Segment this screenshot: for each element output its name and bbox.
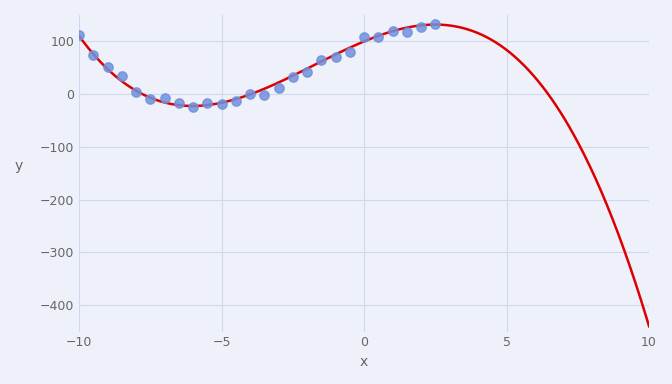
Point: [416, 24, 427, 30]
Point: [345, 49, 355, 55]
Point: [401, 29, 412, 35]
Point: [173, 100, 184, 106]
Point: [88, 51, 99, 58]
X-axis label: x: x: [360, 355, 368, 369]
Point: [74, 31, 85, 38]
Point: [373, 33, 384, 40]
Point: [216, 101, 227, 107]
Point: [102, 64, 113, 70]
Point: [274, 85, 284, 91]
Point: [116, 73, 127, 79]
Point: [387, 28, 398, 34]
Point: [202, 100, 213, 106]
Point: [316, 57, 327, 63]
Point: [245, 91, 255, 97]
Point: [330, 54, 341, 60]
Point: [145, 96, 156, 102]
Point: [131, 88, 142, 94]
Point: [359, 34, 370, 40]
Point: [159, 94, 170, 101]
Point: [288, 74, 298, 81]
Point: [302, 69, 312, 75]
Point: [187, 104, 198, 111]
Point: [230, 98, 241, 104]
Y-axis label: y: y: [15, 159, 24, 173]
Point: [430, 21, 441, 27]
Point: [259, 92, 269, 98]
